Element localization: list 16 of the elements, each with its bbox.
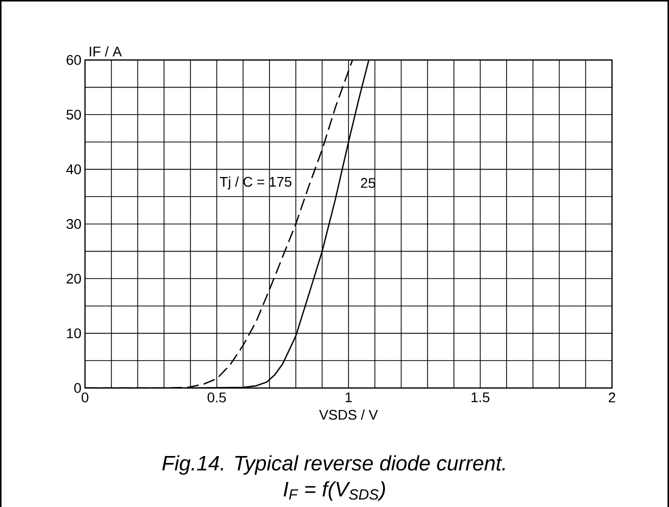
y-tick-label: 40 — [66, 164, 81, 174]
x-tick-label: 0 — [82, 392, 88, 402]
y-tick-label: 50 — [66, 110, 81, 120]
x-tick-label: 1.5 — [472, 392, 490, 402]
text: Fig.14. Typical reverse diode current. — [162, 455, 505, 475]
y-tick-label: 0 — [74, 383, 81, 393]
text: I$_{F}$ = f(V$_{SDS}$) — [284, 481, 385, 501]
y-axis-title: IF / A — [90, 46, 122, 56]
y-tick-label: 10 — [67, 328, 81, 338]
x-tick-label: 1 — [346, 392, 352, 402]
x-tick-label: 2 — [608, 392, 616, 402]
x-axis-title: VSDS / V — [319, 410, 378, 420]
y-tick-label: 60 — [66, 55, 81, 65]
y-tick-label: 20 — [66, 274, 81, 284]
x-tick-label: 0.5 — [208, 392, 226, 402]
y-tick-label: 30 — [66, 219, 81, 229]
